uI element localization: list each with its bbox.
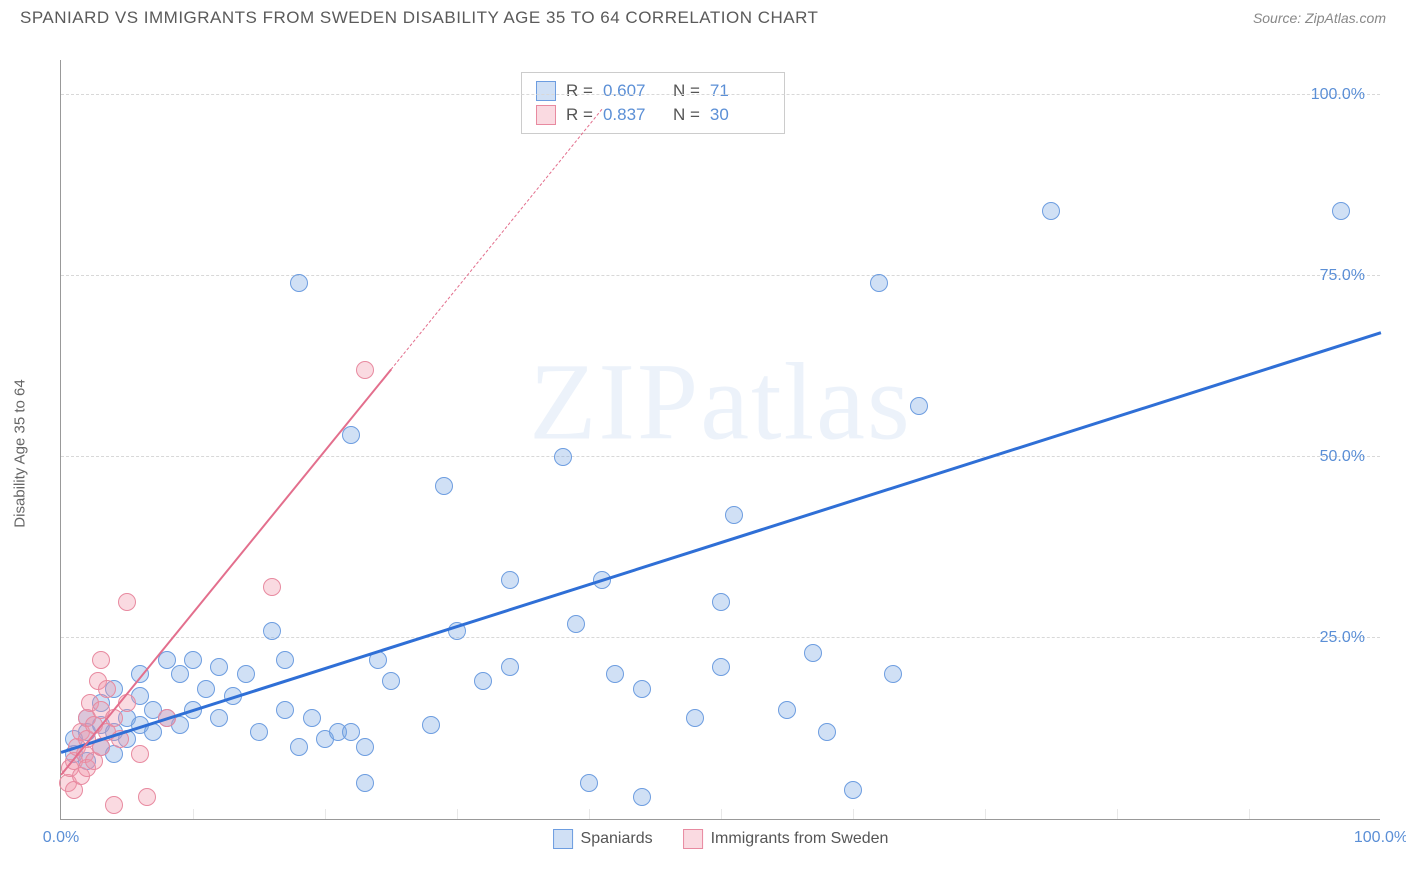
scatter-point xyxy=(342,723,360,741)
scatter-point xyxy=(171,665,189,683)
scatter-point xyxy=(356,738,374,756)
source-label: Source: ZipAtlas.com xyxy=(1253,10,1386,26)
scatter-point xyxy=(98,680,116,698)
scatter-point xyxy=(105,796,123,814)
legend-swatch xyxy=(683,829,703,849)
bottom-legend: Spaniards Immigrants from Sweden xyxy=(553,829,889,849)
scatter-point xyxy=(910,397,928,415)
scatter-point xyxy=(210,658,228,676)
gridline-v xyxy=(1249,809,1250,819)
gridline-h xyxy=(61,456,1380,457)
scatter-point xyxy=(474,672,492,690)
stats-r-label: R = xyxy=(566,81,593,101)
legend-swatch xyxy=(536,81,556,101)
scatter-point xyxy=(276,701,294,719)
stats-n-label: N = xyxy=(673,105,700,125)
y-tick-label: 50.0% xyxy=(1320,448,1365,466)
legend-item: Immigrants from Sweden xyxy=(683,829,889,849)
scatter-point xyxy=(567,615,585,633)
legend-swatch xyxy=(553,829,573,849)
stats-r-label: R = xyxy=(566,105,593,125)
stats-row: R = 0.837 N = 30 xyxy=(536,103,770,127)
scatter-point xyxy=(276,651,294,669)
stats-n-value: 30 xyxy=(710,105,770,125)
gridline-v xyxy=(853,809,854,819)
scatter-point xyxy=(184,651,202,669)
chart-container: Disability Age 35 to 64 ZIPatlas R =0.60… xyxy=(50,40,1390,850)
gridline-v xyxy=(985,809,986,819)
header: SPANIARD VS IMMIGRANTS FROM SWEDEN DISAB… xyxy=(0,0,1406,34)
scatter-point xyxy=(237,665,255,683)
legend-swatch xyxy=(536,105,556,125)
scatter-point xyxy=(501,658,519,676)
scatter-point xyxy=(1042,202,1060,220)
stats-n-value: 71 xyxy=(710,81,770,101)
scatter-point xyxy=(250,723,268,741)
stats-r-value: 0.607 xyxy=(603,81,663,101)
stats-r-value: 0.837 xyxy=(603,105,663,125)
scatter-point xyxy=(1332,202,1350,220)
gridline-v xyxy=(325,809,326,819)
scatter-point xyxy=(342,426,360,444)
scatter-point xyxy=(422,716,440,734)
scatter-point xyxy=(712,658,730,676)
scatter-point xyxy=(303,709,321,727)
watermark: ZIPatlas xyxy=(529,338,912,465)
scatter-point xyxy=(197,680,215,698)
scatter-point xyxy=(606,665,624,683)
plot-area: ZIPatlas R =0.607N =71R =0.837N =30 Span… xyxy=(60,60,1380,820)
scatter-point xyxy=(263,578,281,596)
gridline-v xyxy=(457,809,458,819)
gridline-v xyxy=(1117,809,1118,819)
trend-line xyxy=(61,332,1382,754)
scatter-point xyxy=(356,774,374,792)
scatter-point xyxy=(131,745,149,763)
scatter-point xyxy=(356,361,374,379)
y-tick-label: 25.0% xyxy=(1320,629,1365,647)
scatter-point xyxy=(818,723,836,741)
scatter-point xyxy=(804,644,822,662)
x-tick-label: 100.0% xyxy=(1354,829,1406,847)
scatter-point xyxy=(844,781,862,799)
y-tick-label: 100.0% xyxy=(1311,86,1365,104)
gridline-v xyxy=(721,809,722,819)
scatter-point xyxy=(870,274,888,292)
scatter-point xyxy=(884,665,902,683)
scatter-point xyxy=(92,651,110,669)
scatter-point xyxy=(435,477,453,495)
scatter-point xyxy=(686,709,704,727)
scatter-point xyxy=(778,701,796,719)
gridline-v xyxy=(193,809,194,819)
y-tick-label: 75.0% xyxy=(1320,267,1365,285)
legend-item: Spaniards xyxy=(553,829,653,849)
scatter-point xyxy=(633,788,651,806)
trend-line-dashed xyxy=(391,109,603,370)
legend-label: Spaniards xyxy=(581,830,653,848)
scatter-point xyxy=(290,738,308,756)
gridline-h xyxy=(61,94,1380,95)
scatter-point xyxy=(580,774,598,792)
y-axis-label: Disability Age 35 to 64 xyxy=(12,379,29,527)
stats-row: R = 0.607 N = 71 xyxy=(536,79,770,103)
scatter-point xyxy=(554,448,572,466)
chart-title: SPANIARD VS IMMIGRANTS FROM SWEDEN DISAB… xyxy=(20,8,818,28)
scatter-point xyxy=(501,571,519,589)
legend-label: Immigrants from Sweden xyxy=(711,830,889,848)
gridline-v xyxy=(589,809,590,819)
stats-n-label: N = xyxy=(673,81,700,101)
gridline-h xyxy=(61,637,1380,638)
scatter-point xyxy=(263,622,281,640)
scatter-point xyxy=(210,709,228,727)
scatter-point xyxy=(138,788,156,806)
scatter-point xyxy=(712,593,730,611)
scatter-point xyxy=(290,274,308,292)
x-tick-label: 0.0% xyxy=(43,829,79,847)
scatter-point xyxy=(633,680,651,698)
scatter-point xyxy=(382,672,400,690)
scatter-point xyxy=(725,506,743,524)
scatter-point xyxy=(118,593,136,611)
stats-box: R = 0.607 N = 71 R = 0.837 N = 30 xyxy=(521,72,785,134)
gridline-h xyxy=(61,275,1380,276)
